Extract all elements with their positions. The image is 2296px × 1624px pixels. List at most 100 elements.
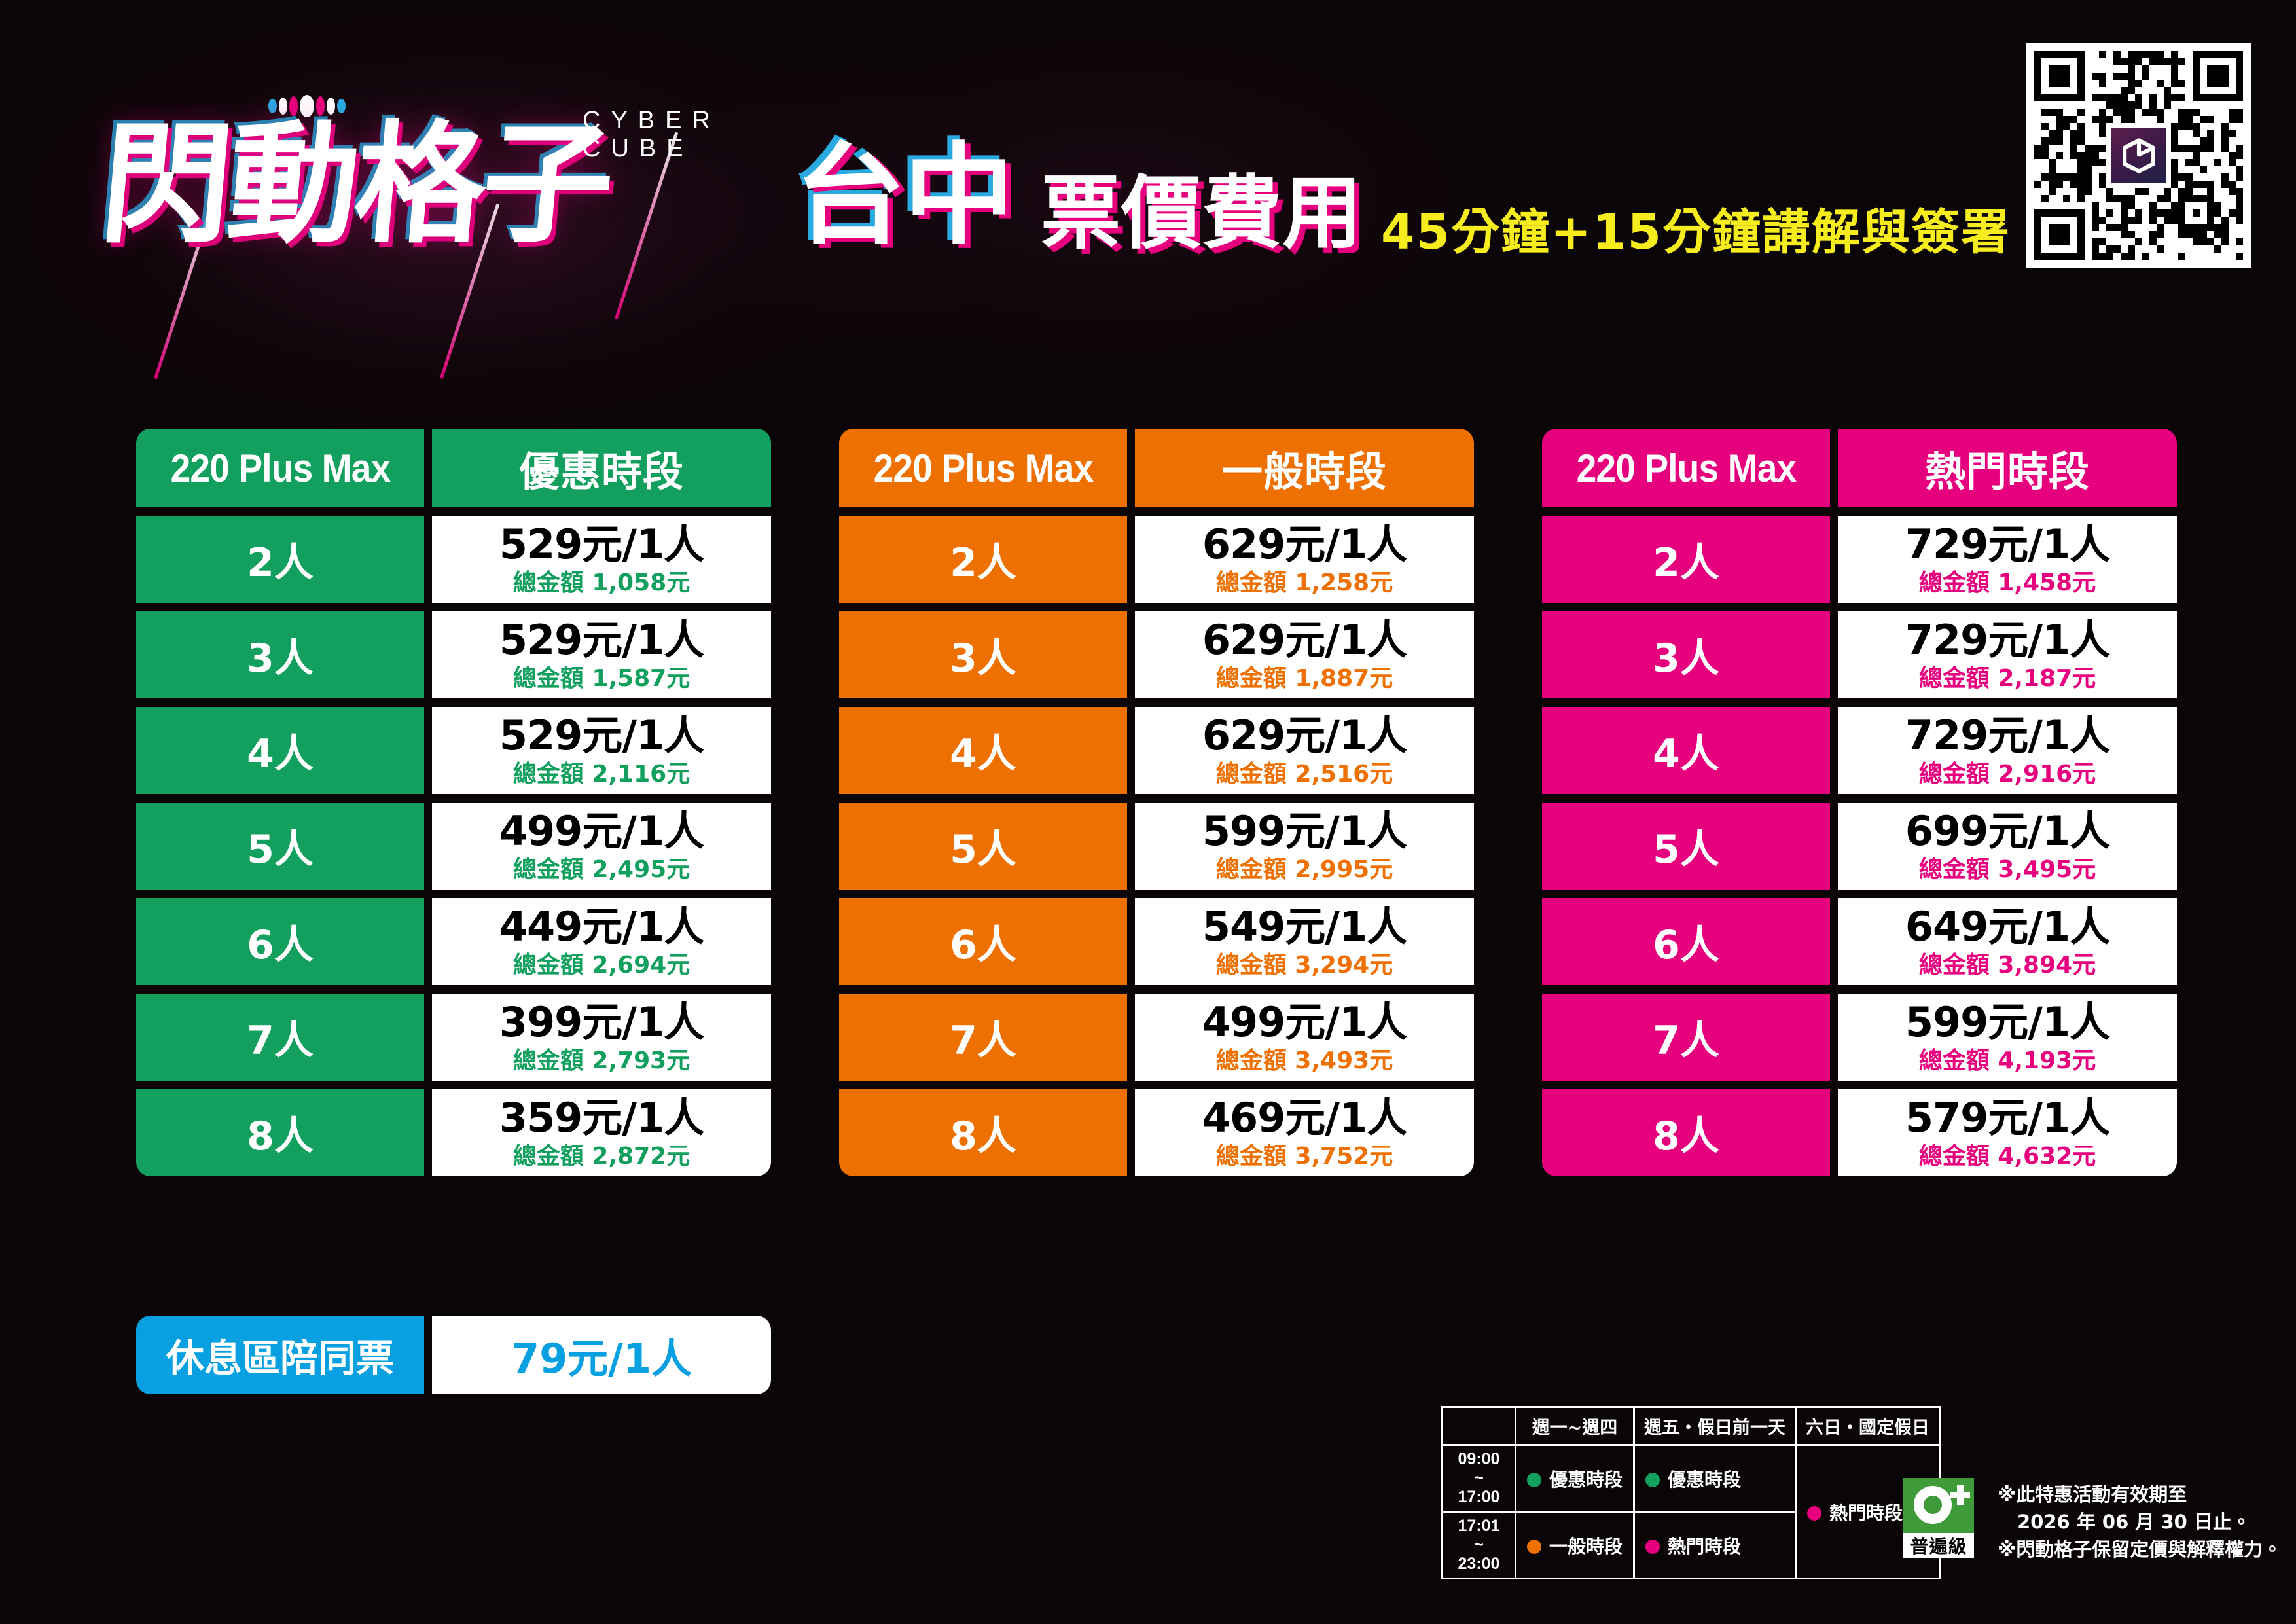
pax-count: 4人 [1653,731,1719,777]
table-cell-pax: 2人 [136,516,424,603]
unit-price: 649元/1人 [1905,902,2110,950]
cube-logo-icon [2111,128,2166,183]
schedule-slot-cell: 一般時段 [1514,1511,1636,1579]
unit-price: 729元/1人 [1905,711,2110,759]
table-cell-price: 599元/1人 總金額 4,193元 [1838,994,2177,1081]
slot-label: 優惠時段 [1668,1468,1742,1490]
table-cell-price: 549元/1人 總金額 3,294元 [1135,898,1474,985]
table-row: 8人 579元/1人 總金額 4,632元 [1542,1089,2177,1176]
table-header-period-cell: 優惠時段 [432,429,771,507]
table-cell-pax: 3人 [136,611,424,698]
unit-price: 469元/1人 [1202,1093,1407,1142]
slot-color-dot-icon [1527,1539,1541,1554]
table-cell-pax: 6人 [1542,898,1830,985]
table-cell-price: 449元/1人 總金額 2,694元 [432,898,771,985]
companion-ticket-price-cell: 79元/1人 [432,1316,771,1394]
unit-price: 599元/1人 [1202,806,1407,855]
total-price: 總金額 3,752元 [1215,1142,1393,1170]
table-cell-pax: 3人 [1542,611,1830,698]
table-header-period: 優惠時段 [518,448,684,496]
table-row: 5人 599元/1人 總金額 2,995元 [839,803,1474,890]
slot-color-dot-icon [1527,1472,1541,1487]
pax-count: 6人 [950,922,1016,968]
table-cell-price: 359元/1人 總金額 2,872元 [432,1089,771,1176]
table-cell-price: 629元/1人 總金額 2,516元 [1135,707,1474,794]
schedule-corner-cell [1442,1407,1516,1446]
unit-price: 499元/1人 [1202,998,1407,1046]
schedule-header-row: 週一~週四 週五・假日前一天 六日・國定假日 [1442,1406,1941,1446]
disclaimer-line-1: ※此特惠活動有效期至 [1998,1483,2187,1506]
table-cell-pax: 2人 [1542,516,1830,603]
table-cell-price: 599元/1人 總金額 2,995元 [1135,803,1474,890]
table-row: 4人 529元/1人 總金額 2,116元 [136,707,771,794]
table-cell-pax: 3人 [839,611,1127,698]
content-rating-badge: 普遍級 [1903,1478,1974,1558]
table-cell-pax: 6人 [136,898,424,985]
pax-count: 8人 [247,1113,314,1159]
unit-price: 629元/1人 [1202,615,1407,664]
table-cell-pax: 4人 [1542,707,1830,794]
unit-price: 729元/1人 [1905,615,2110,664]
table-cell-price: 399元/1人 總金額 2,793元 [432,994,771,1081]
table-cell-pax: 7人 [1542,994,1830,1081]
table-cell-price: 499元/1人 總金額 3,493元 [1135,994,1474,1081]
pax-count: 7人 [1653,1018,1719,1064]
table-row: 7人 599元/1人 總金額 4,193元 [1542,994,2177,1081]
table-header-model-cell: 220 Plus Max [1542,429,1830,507]
schedule-time-range: 17:01 ~23:00 [1441,1511,1516,1579]
table-header-period-cell: 一般時段 [1135,429,1474,507]
table-row: 2人 629元/1人 總金額 1,258元 [839,516,1474,603]
table-cell-pax: 4人 [136,707,424,794]
schedule-slot-cell: 優惠時段 [1633,1444,1797,1513]
pax-count: 2人 [1653,540,1719,586]
table-header-model: 220 Plus Max [170,446,391,490]
schedule-row: 09:00 ~17:00 優惠時段 優惠時段 熱門時段 [1441,1444,1941,1579]
unit-price: 629元/1人 [1202,711,1407,759]
table-row: 3人 629元/1人 總金額 1,887元 [839,611,1474,698]
table-row: 4人 629元/1人 總金額 2,516元 [839,707,1474,794]
schedule-row: 17:01 ~23:00 一般時段 熱門時段 [1441,1511,1940,1579]
table-cell-price: 499元/1人 總金額 2,495元 [432,803,771,890]
table-header-row: 220 Plus Max 一般時段 [839,429,1474,507]
table-row: 5人 499元/1人 總金額 2,495元 [136,803,771,890]
pax-count: 2人 [950,540,1016,586]
total-price: 總金額 2,187元 [1918,664,2096,692]
total-price: 總金額 1,258元 [1215,569,1393,596]
total-price: 總金額 2,116元 [512,760,691,787]
pax-count: 3人 [247,636,314,681]
total-price: 總金額 4,193元 [1918,1047,2096,1074]
unit-price: 729元/1人 [1905,520,2110,568]
unit-price: 549元/1人 [1202,902,1407,950]
table-cell-pax: 6人 [839,898,1127,985]
table-cell-pax: 2人 [839,516,1127,603]
total-price: 總金額 2,793元 [512,1047,691,1074]
table-cell-price: 699元/1人 總金額 3,495元 [1838,803,2177,890]
total-price: 總金額 2,516元 [1215,760,1393,787]
total-price: 總金額 1,887元 [1215,664,1393,692]
slot-color-dot-icon [1645,1472,1660,1487]
table-row: 6人 549元/1人 總金額 3,294元 [839,898,1474,985]
unit-price: 399元/1人 [499,998,704,1046]
unit-price: 359元/1人 [499,1093,704,1142]
table-row: 2人 529元/1人 總金額 1,058元 [136,516,771,603]
table-cell-pax: 7人 [839,994,1127,1081]
table-cell-pax: 7人 [136,994,424,1081]
table-row: 3人 729元/1人 總金額 2,187元 [1542,611,2177,698]
disclaimer-line-3: ※閃動格子保留定價與解釋權力。 [1998,1538,2282,1561]
table-row: 6人 649元/1人 總金額 3,894元 [1542,898,2177,985]
table-header-model-cell: 220 Plus Max [136,429,424,507]
slot-label: 優惠時段 [1549,1468,1623,1490]
pax-count: 4人 [247,731,314,777]
qr-code[interactable] [2026,43,2251,268]
table-cell-price: 729元/1人 總金額 1,458元 [1838,516,2177,603]
unit-price: 599元/1人 [1905,998,2110,1046]
unit-price: 529元/1人 [499,711,704,759]
duration-note: 45分鐘+15分鐘講解與簽署 [1381,204,2011,261]
logo-english-name: CYBER CUBE [583,107,721,162]
unit-price: 629元/1人 [1202,520,1407,568]
unit-price: 529元/1人 [499,520,704,568]
total-price: 總金額 1,058元 [512,569,691,596]
table-cell-pax: 5人 [1542,803,1830,890]
table-header-period: 熱門時段 [1924,448,2090,496]
unit-price: 499元/1人 [499,806,704,855]
